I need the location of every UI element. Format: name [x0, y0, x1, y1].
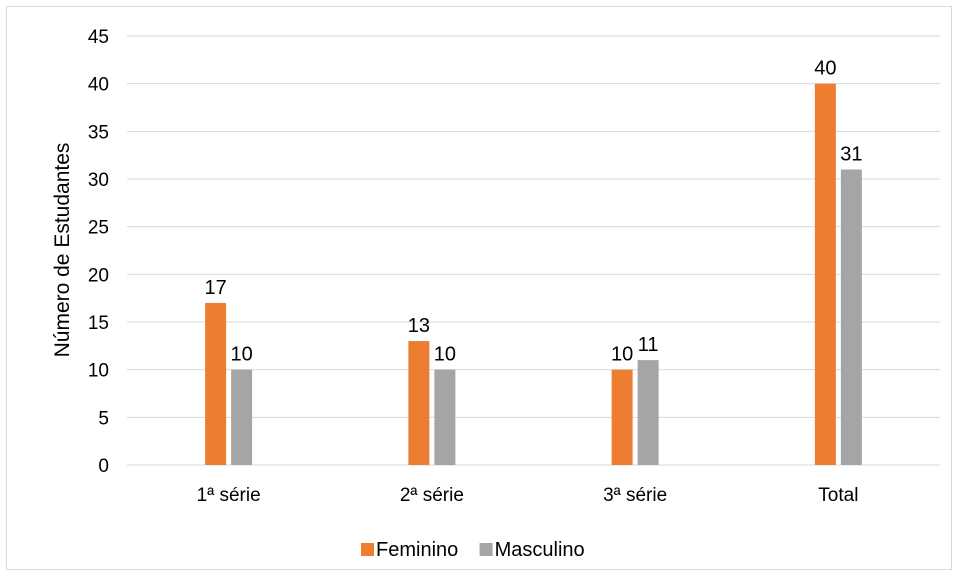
legend-swatch-masculino [479, 543, 493, 556]
bar-masculino [840, 169, 862, 465]
bar-masculino [231, 369, 253, 465]
legend: Feminino Masculino [361, 539, 585, 561]
data-label: 10 [231, 344, 253, 366]
bar-feminino [611, 369, 633, 465]
data-label: 13 [408, 315, 430, 337]
x-tick-label: Total [818, 485, 858, 506]
bar-masculino [434, 369, 456, 465]
bars [205, 83, 862, 466]
data-label: 40 [814, 58, 836, 80]
y-tick-label: 15 [88, 313, 109, 334]
y-tick-label: 35 [88, 122, 109, 143]
bar-masculino [637, 360, 659, 465]
data-label: 10 [434, 344, 456, 366]
legend-label-feminino: Feminino [376, 539, 458, 561]
x-tick-label: 2ª série [400, 485, 464, 506]
bar-feminino [408, 341, 430, 465]
chart-frame [6, 6, 952, 570]
data-label: 31 [840, 143, 862, 165]
data-label: 11 [638, 334, 659, 356]
y-tick-label: 25 [88, 218, 109, 239]
y-tick-labels: 0 5 10 15 20 25 30 35 40 45 [88, 27, 109, 477]
x-tick-label: 1ª série [197, 485, 261, 506]
bar-feminino [814, 83, 836, 466]
x-tick-label: 3ª série [603, 485, 667, 506]
bar-feminino [205, 302, 227, 465]
y-axis-title: Número de Estudantes [51, 143, 74, 358]
data-label: 10 [611, 344, 633, 366]
y-tick-label: 0 [98, 456, 109, 477]
legend-label-masculino: Masculino [495, 539, 585, 561]
y-tick-label: 10 [88, 361, 109, 382]
y-tick-label: 40 [88, 75, 109, 96]
legend-swatch-feminino [361, 543, 374, 556]
y-tick-label: 30 [88, 170, 109, 191]
y-tick-label: 45 [88, 27, 109, 48]
y-tick-label: 5 [98, 408, 109, 429]
data-label: 17 [205, 277, 227, 299]
gridlines [127, 35, 940, 466]
y-tick-label: 20 [88, 265, 109, 286]
x-tick-labels: 1ª série 2ª série 3ª série Total [197, 485, 859, 506]
